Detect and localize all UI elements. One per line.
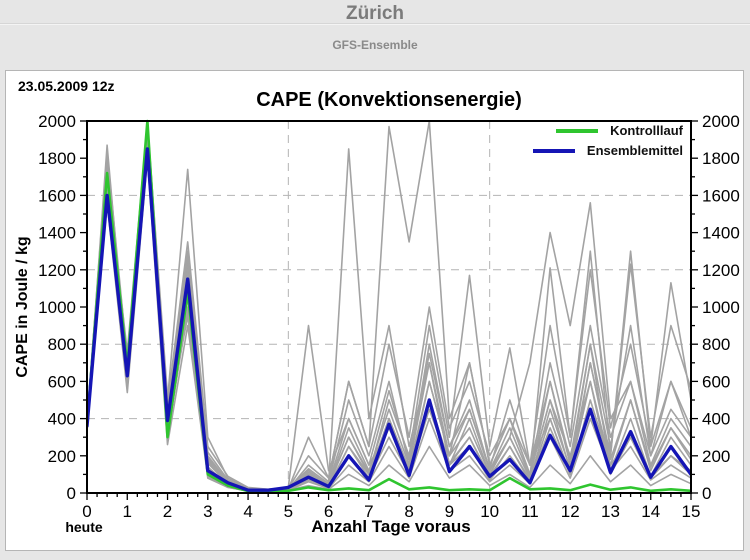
svg-text:0: 0 xyxy=(67,484,76,503)
svg-text:1400: 1400 xyxy=(702,224,740,243)
svg-text:5: 5 xyxy=(284,502,293,521)
svg-text:7: 7 xyxy=(364,502,373,521)
svg-text:1800: 1800 xyxy=(38,149,76,168)
chart-panel: 0 0 200 200 400 400 600 600 800 800 1000 1000 1200 12… xyxy=(5,70,744,551)
svg-text:800: 800 xyxy=(702,335,730,354)
svg-text:1200: 1200 xyxy=(38,261,76,280)
svg-text:1800: 1800 xyxy=(702,149,740,168)
series-member-10 xyxy=(87,120,691,491)
series-member-08 xyxy=(87,157,691,492)
svg-text:15: 15 xyxy=(682,502,701,521)
svg-text:400: 400 xyxy=(702,410,730,429)
svg-text:2: 2 xyxy=(163,502,172,521)
kontrolllauf-line-swatch xyxy=(556,128,599,133)
legend-label: Ensemblemittel xyxy=(586,143,683,158)
svg-text:1000: 1000 xyxy=(38,298,76,317)
svg-text:10: 10 xyxy=(480,502,499,521)
svg-text:2000: 2000 xyxy=(702,112,740,131)
svg-text:9: 9 xyxy=(445,502,454,521)
svg-text:600: 600 xyxy=(48,372,76,391)
svg-text:1600: 1600 xyxy=(38,186,76,205)
svg-text:1: 1 xyxy=(123,502,132,521)
ensemblemittel-line-swatch xyxy=(532,148,575,153)
svg-text:11: 11 xyxy=(521,502,539,521)
svg-text:800: 800 xyxy=(48,335,76,354)
chart-legend: Kontrolllauf Ensemblemittel xyxy=(532,123,683,158)
svg-text:3: 3 xyxy=(203,502,212,521)
legend-label: Kontrolllauf xyxy=(610,123,683,138)
station-title: Zürich xyxy=(345,3,405,24)
y-axis-title: CAPE in Joule / kg xyxy=(14,236,31,378)
svg-text:1000: 1000 xyxy=(702,298,740,317)
svg-text:1400: 1400 xyxy=(38,224,76,243)
series-lines xyxy=(87,119,691,493)
series-Ensemblemittel xyxy=(87,147,691,492)
legend-item-ensemblemittel: Ensemblemittel xyxy=(532,143,683,158)
svg-text:200: 200 xyxy=(702,447,730,466)
series-member-05 xyxy=(87,148,691,492)
legend-item-kontrolllauf: Kontrolllauf xyxy=(556,123,683,138)
today-label: heute xyxy=(65,519,103,535)
chart-title: CAPE (Konvektionsenergie) xyxy=(256,89,522,111)
svg-text:13: 13 xyxy=(601,502,620,521)
axis-ticks xyxy=(80,120,698,500)
series-member-13 xyxy=(87,138,691,492)
svg-text:1200: 1200 xyxy=(702,261,740,280)
svg-text:200: 200 xyxy=(48,447,76,466)
svg-text:0: 0 xyxy=(82,502,91,521)
svg-text:400: 400 xyxy=(48,410,76,429)
svg-text:12: 12 xyxy=(561,502,580,521)
model-subtitle: GFS-Ensemble xyxy=(332,38,418,52)
svg-text:1600: 1600 xyxy=(702,186,740,205)
svg-text:600: 600 xyxy=(702,372,730,391)
svg-text:8: 8 xyxy=(404,502,413,521)
run-date-label: 23.05.2009 12z xyxy=(18,78,115,94)
x-axis-title: Anzahl Tage voraus xyxy=(311,517,471,536)
series-member-12 xyxy=(87,146,691,492)
svg-text:14: 14 xyxy=(641,502,660,521)
svg-text:0: 0 xyxy=(702,484,711,503)
svg-text:6: 6 xyxy=(324,502,333,521)
header-divider xyxy=(0,23,750,25)
svg-text:2000: 2000 xyxy=(38,112,76,131)
svg-text:4: 4 xyxy=(243,502,252,521)
